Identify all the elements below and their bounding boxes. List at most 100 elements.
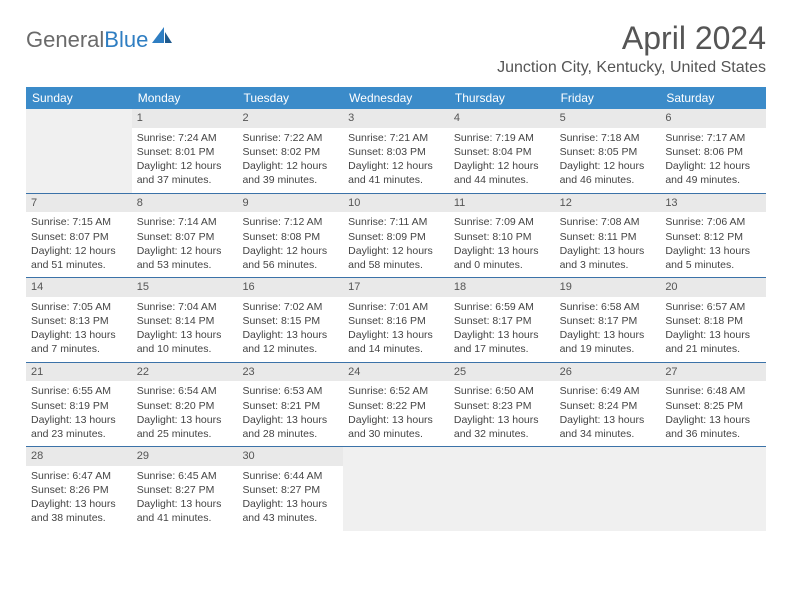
daylight-line: Daylight: 13 hours and 36 minutes.: [665, 413, 761, 441]
day-number: 23: [237, 363, 343, 382]
day-cell: 12Sunrise: 7:08 AMSunset: 8:11 PMDayligh…: [555, 194, 661, 278]
sunrise-line: Sunrise: 7:11 AM: [348, 215, 444, 229]
dow-cell: Friday: [555, 87, 661, 109]
daylight-line: Daylight: 13 hours and 30 minutes.: [348, 413, 444, 441]
daylight-line: Daylight: 13 hours and 41 minutes.: [137, 497, 233, 525]
daylight-line: Daylight: 13 hours and 17 minutes.: [454, 328, 550, 356]
sunrise-line: Sunrise: 6:47 AM: [31, 469, 127, 483]
day-cell: 10Sunrise: 7:11 AMSunset: 8:09 PMDayligh…: [343, 194, 449, 278]
sunrise-line: Sunrise: 6:53 AM: [242, 384, 338, 398]
daylight-line: Daylight: 13 hours and 34 minutes.: [560, 413, 656, 441]
day-number: 6: [660, 109, 766, 128]
day-number: 8: [132, 194, 238, 213]
day-number: 29: [132, 447, 238, 466]
sunrise-line: Sunrise: 7:15 AM: [31, 215, 127, 229]
logo: GeneralBlue: [26, 20, 173, 54]
calendar: SundayMondayTuesdayWednesdayThursdayFrid…: [26, 87, 766, 531]
day-cell: 3Sunrise: 7:21 AMSunset: 8:03 PMDaylight…: [343, 109, 449, 193]
day-cell: 2Sunrise: 7:22 AMSunset: 8:02 PMDaylight…: [237, 109, 343, 193]
daylight-line: Daylight: 12 hours and 46 minutes.: [560, 159, 656, 187]
sunset-line: Sunset: 8:05 PM: [560, 145, 656, 159]
title-block: April 2024 Junction City, Kentucky, Unit…: [497, 20, 766, 77]
sunset-line: Sunset: 8:07 PM: [137, 230, 233, 244]
dow-header: SundayMondayTuesdayWednesdayThursdayFrid…: [26, 87, 766, 109]
sunrise-line: Sunrise: 6:49 AM: [560, 384, 656, 398]
day-number: 16: [237, 278, 343, 297]
day-cell: 16Sunrise: 7:02 AMSunset: 8:15 PMDayligh…: [237, 278, 343, 362]
sunset-line: Sunset: 8:20 PM: [137, 399, 233, 413]
day-number: 20: [660, 278, 766, 297]
sunset-line: Sunset: 8:01 PM: [137, 145, 233, 159]
sunset-line: Sunset: 8:07 PM: [31, 230, 127, 244]
day-cell: 1 Sunrise: 7:24 AMSunset: 8:01 PMDaylight…: [132, 109, 238, 193]
sunset-line: Sunset: 8:25 PM: [665, 399, 761, 413]
day-number: 14: [26, 278, 132, 297]
day-number: 26: [555, 363, 661, 382]
header: GeneralBlue April 2024 Junction City, Ke…: [26, 20, 766, 77]
daylight-line: Daylight: 13 hours and 12 minutes.: [242, 328, 338, 356]
sunrise-line: Sunrise: 7:12 AM: [242, 215, 338, 229]
day-number: 22: [132, 363, 238, 382]
dow-cell: Saturday: [660, 87, 766, 109]
dow-cell: Tuesday: [237, 87, 343, 109]
day-number: 18: [449, 278, 555, 297]
day-number: 12: [555, 194, 661, 213]
day-cell: 15Sunrise: 7:04 AMSunset: 8:14 PMDayligh…: [132, 278, 238, 362]
daylight-line: Daylight: 12 hours and 56 minutes.: [242, 244, 338, 272]
sunrise-line: Sunrise: 7:14 AM: [137, 215, 233, 229]
week-row: 14Sunrise: 7:05 AMSunset: 8:13 PMDayligh…: [26, 278, 766, 363]
sunrise-line: Sunrise: 7:09 AM: [454, 215, 550, 229]
sunset-line: Sunset: 8:19 PM: [31, 399, 127, 413]
sunrise-line: Sunrise: 6:59 AM: [454, 300, 550, 314]
sunset-line: Sunset: 8:13 PM: [31, 314, 127, 328]
sunset-line: Sunset: 8:27 PM: [137, 483, 233, 497]
day-number: 7: [26, 194, 132, 213]
day-number: 24: [343, 363, 449, 382]
day-cell: 20Sunrise: 6:57 AMSunset: 8:18 PMDayligh…: [660, 278, 766, 362]
day-number: 17: [343, 278, 449, 297]
logo-word2: Blue: [104, 27, 148, 53]
dow-cell: Wednesday: [343, 87, 449, 109]
day-cell: 5Sunrise: 7:18 AMSunset: 8:05 PMDaylight…: [555, 109, 661, 193]
day-cell: 13Sunrise: 7:06 AMSunset: 8:12 PMDayligh…: [660, 194, 766, 278]
day-cell: 27Sunrise: 6:48 AMSunset: 8:25 PMDayligh…: [660, 363, 766, 447]
daylight-line: Daylight: 13 hours and 21 minutes.: [665, 328, 761, 356]
dow-cell: Sunday: [26, 87, 132, 109]
daylight-line: Daylight: 13 hours and 43 minutes.: [242, 497, 338, 525]
daylight-line: Daylight: 13 hours and 19 minutes.: [560, 328, 656, 356]
week-row: 1Sunrise: 7:24 AMSunset: 8:01 PMDaylight…: [26, 109, 766, 194]
sunset-line: Sunset: 8:22 PM: [348, 399, 444, 413]
sunrise-line: Sunrise: 7:08 AM: [560, 215, 656, 229]
day-number: 3: [343, 109, 449, 128]
daylight-line: Daylight: 13 hours and 0 minutes.: [454, 244, 550, 272]
sunrise-line: Sunrise: 6:58 AM: [560, 300, 656, 314]
sunrise-line: Sunrise: 7:05 AM: [31, 300, 127, 314]
day-number: 10: [343, 194, 449, 213]
day-cell: 26 Sunrise: 6:49 AMSunset: 8:24 PMDayligh…: [555, 363, 661, 447]
day-cell: 24Sunrise: 6:52 AMSunset: 8:22 PMDayligh…: [343, 363, 449, 447]
day-number: 9: [237, 194, 343, 213]
sunset-line: Sunset: 8:24 PM: [560, 399, 656, 413]
day-number: 27: [660, 363, 766, 382]
day-cell: 23Sunrise: 6:53 AMSunset: 8:21 PMDayligh…: [237, 363, 343, 447]
day-cell: 7Sunrise: 7:15 AMSunset: 8:07 PMDaylight…: [26, 194, 132, 278]
daylight-line: Daylight: 12 hours and 37 minutes.: [137, 159, 233, 187]
sunrise-line: Sunrise: 7:04 AM: [137, 300, 233, 314]
day-number: 11: [449, 194, 555, 213]
day-number: 1: [132, 109, 238, 128]
sunrise-line: Sunrise: 7:24 AM: [137, 131, 233, 145]
day-cell: 28Sunrise: 6:47 AMSunset: 8:26 PMDayligh…: [26, 447, 132, 531]
daylight-line: Daylight: 12 hours and 41 minutes.: [348, 159, 444, 187]
day-number: 4: [449, 109, 555, 128]
sunrise-line: Sunrise: 6:45 AM: [137, 469, 233, 483]
daylight-line: Daylight: 12 hours and 49 minutes.: [665, 159, 761, 187]
sunset-line: Sunset: 8:15 PM: [242, 314, 338, 328]
daylight-line: Daylight: 13 hours and 5 minutes.: [665, 244, 761, 272]
week-row: 7Sunrise: 7:15 AMSunset: 8:07 PMDaylight…: [26, 194, 766, 279]
daylight-line: Daylight: 13 hours and 14 minutes.: [348, 328, 444, 356]
day-number: 19: [555, 278, 661, 297]
sunset-line: Sunset: 8:18 PM: [665, 314, 761, 328]
daylight-line: Daylight: 13 hours and 7 minutes.: [31, 328, 127, 356]
day-cell: 17Sunrise: 7:01 AMSunset: 8:16 PMDayligh…: [343, 278, 449, 362]
daylight-line: Daylight: 13 hours and 25 minutes.: [137, 413, 233, 441]
